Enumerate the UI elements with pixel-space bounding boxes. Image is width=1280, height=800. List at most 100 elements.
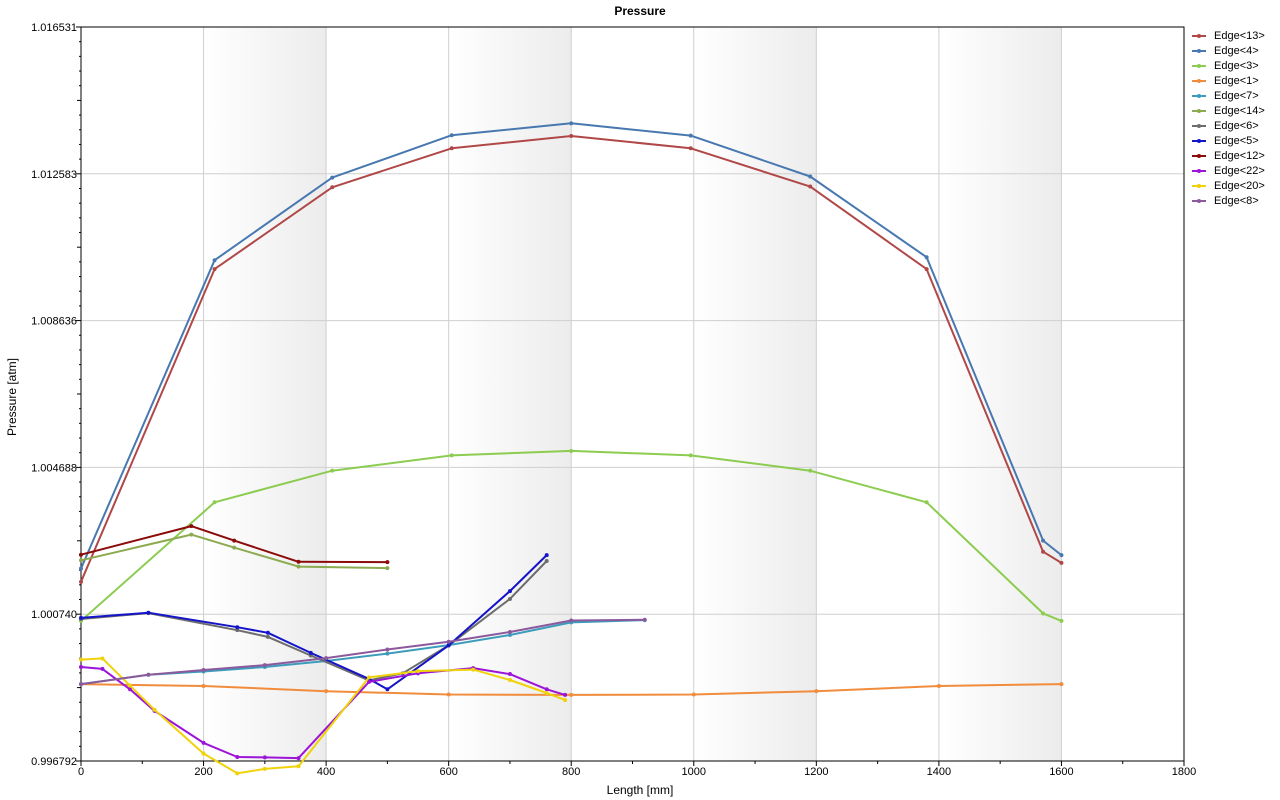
data-point [262, 663, 267, 668]
data-point [544, 553, 549, 558]
data-point [367, 675, 372, 680]
series-line [80, 657, 566, 775]
data-point [688, 133, 693, 138]
legend-marker [1197, 94, 1201, 98]
background-band [693, 27, 817, 761]
series-line [80, 122, 1063, 569]
data-point [449, 453, 454, 458]
data-point [100, 666, 105, 671]
data-point [324, 656, 329, 661]
data-point [212, 267, 217, 272]
legend-label: Edge<5> [1214, 135, 1259, 147]
data-point [1041, 549, 1046, 554]
x-axis-label: Length [mm] [606, 783, 674, 797]
legend-item[interactable]: Edge<14> [1190, 104, 1278, 119]
legend-item[interactable]: Edge<3> [1190, 59, 1278, 74]
series-edge8 [79, 617, 647, 687]
data-point [189, 532, 194, 537]
data-point [235, 625, 240, 630]
x-tick-label: 800 [562, 766, 580, 778]
data-point [232, 545, 237, 550]
legend-item[interactable]: Edge<6> [1190, 119, 1278, 134]
data-point [235, 771, 240, 776]
data-point [146, 610, 151, 615]
x-tick-label: 200 [194, 766, 212, 778]
legend-item[interactable]: Edge<12> [1190, 149, 1278, 164]
y-tick-label: 1.004688 [31, 462, 77, 474]
y-tick-label: 0.996792 [31, 756, 77, 768]
x-tick-label: 0 [78, 766, 84, 778]
legend-item[interactable]: Edge<4> [1190, 44, 1278, 59]
background-band [938, 27, 1062, 761]
data-point [79, 664, 83, 669]
data-point [1059, 682, 1064, 687]
data-point [808, 174, 813, 179]
data-point [1059, 553, 1064, 558]
legend-item[interactable]: Edge<7> [1190, 89, 1278, 104]
data-point [1059, 560, 1064, 565]
data-point [808, 468, 813, 473]
data-point [471, 667, 476, 672]
data-point [265, 630, 270, 635]
legend-marker [1197, 124, 1201, 128]
x-tick-label: 1000 [682, 766, 706, 778]
background-bands [203, 27, 1062, 761]
data-point [507, 589, 512, 594]
x-tick-label: 1200 [804, 766, 828, 778]
data-point [235, 754, 240, 759]
data-point [385, 560, 390, 565]
data-point [212, 258, 217, 263]
data-point [385, 647, 390, 652]
data-point [544, 559, 549, 564]
legend-item[interactable]: Edge<1> [1190, 74, 1278, 89]
legend-marker [1197, 34, 1201, 38]
data-point [1059, 618, 1064, 623]
data-point [265, 634, 270, 639]
data-point [296, 564, 301, 569]
legend-label: Edge<8> [1214, 195, 1259, 207]
data-point [201, 740, 206, 745]
data-point [544, 691, 549, 696]
y-axis-ticks: 0.996792 1.000740 1.004688 1.008636 1.012583… [31, 22, 81, 768]
legend-item[interactable]: Edge<13> [1190, 29, 1278, 44]
legend-label: Edge<20> [1214, 180, 1265, 192]
legend-item[interactable]: Edge<5> [1190, 134, 1278, 149]
data-point [128, 683, 133, 688]
series-line [80, 560, 548, 682]
data-point [100, 656, 105, 661]
legend-marker [1197, 79, 1201, 83]
data-point [507, 596, 512, 601]
data-point [808, 184, 813, 189]
data-point [1041, 611, 1046, 616]
legend-item[interactable]: Edge<8> [1190, 194, 1278, 209]
legend-label: Edge<13> [1214, 30, 1265, 42]
data-point [201, 751, 206, 756]
legend-marker [1197, 154, 1201, 158]
data-point [79, 682, 83, 687]
x-tick-label: 1800 [1172, 766, 1196, 778]
data-point [232, 538, 237, 543]
legend-marker [1197, 49, 1201, 53]
data-point [507, 672, 512, 677]
legend-item[interactable]: Edge<20> [1190, 179, 1278, 194]
legend-item[interactable]: Edge<22> [1190, 164, 1278, 179]
legend-marker [1197, 139, 1201, 143]
data-point [189, 524, 194, 529]
data-point [79, 566, 83, 571]
legend: Edge<13> Edge<4> Edge<3> Edge<1> Edge<7> Edge… [1190, 29, 1278, 209]
data-point [691, 692, 696, 697]
data-point [569, 133, 574, 138]
series-edge14 [79, 532, 390, 571]
data-point [128, 687, 133, 692]
data-point [262, 766, 267, 771]
series-line [80, 618, 645, 686]
data-point [544, 687, 549, 692]
data-point [79, 657, 83, 662]
series-edge3 [79, 448, 1064, 623]
data-point [507, 630, 512, 635]
data-point [262, 755, 267, 760]
y-tick-label: 1.008636 [31, 316, 77, 328]
series-edge13 [79, 133, 1064, 584]
series-lines [79, 121, 1064, 776]
x-tick-label: 1600 [1049, 766, 1073, 778]
